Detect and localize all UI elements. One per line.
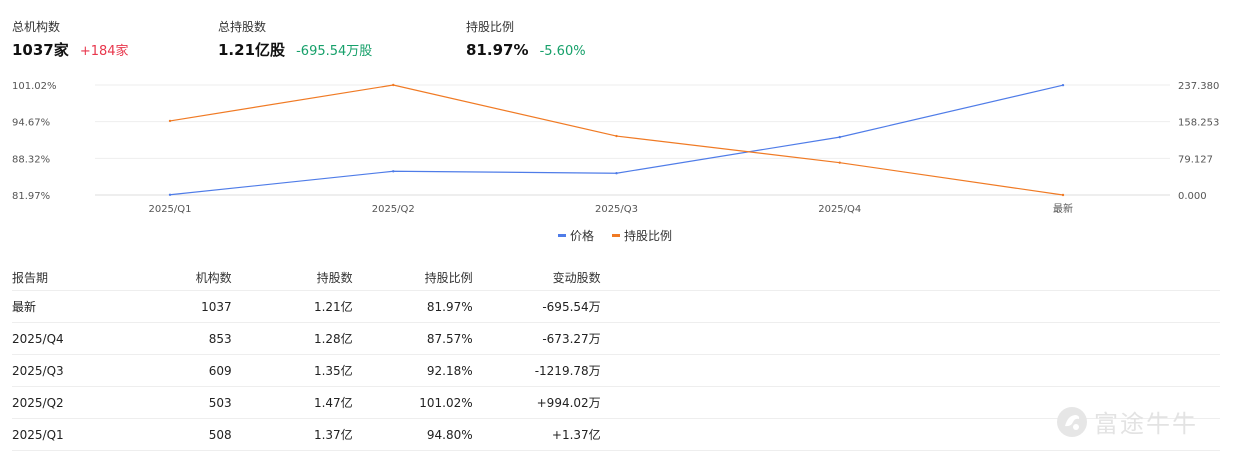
holding-ratio-point [168,119,172,123]
right-tick-label: 158.253 [1178,118,1219,129]
left-tick-label: 88.32% [12,154,50,165]
watermark: 富途牛牛 [1056,404,1198,439]
stat-delta: -695.54万股 [296,44,373,59]
holding-chart[interactable]: 101.02% 237.380 94.67% 158.253 88.32% 79.127 8… [0,70,1236,250]
cell-ratio: 81.97% [352,290,473,323]
header-change: 变动股数 [472,264,601,291]
cell-change: -695.54万 [472,290,601,323]
cell-institutions: 609 [63,354,232,387]
cell-shares: 1.28亿 [231,322,353,355]
stat-institutions: 总机构数 1037家 +184家 [12,20,129,61]
cell-shares: 1.21亿 [231,290,353,323]
legend-marker-ratio [612,234,620,237]
holding-ratio-point [615,134,618,138]
left-tick-label: 81.97% [12,191,50,202]
holding-ratio-point [838,161,841,164]
cell-institutions: 508 [63,418,232,451]
header-period: 报告期 [12,264,64,291]
stat-value: 1.21亿股 [218,41,286,59]
stat-holding-ratio: 持股比例 81.97% -5.60% [466,20,586,61]
stat-label: 总持股数 [218,20,267,34]
header-shares: 持股数 [231,264,353,291]
stat-label: 总机构数 [12,20,61,34]
price-point [168,193,172,196]
header-institutions: 机构数 [63,264,232,291]
cell-spacer [600,386,1220,419]
x-tick-label: 2025/Q2 [372,204,415,215]
right-tick-label: 0.000 [1178,191,1207,202]
cell-period: 2025/Q2 [12,386,64,419]
table-row: 2025/Q2 503 1.47亿 101.02% +994.02万 [12,386,1220,419]
cell-institutions: 503 [63,386,232,419]
cell-ratio: 94.80% [352,418,473,451]
left-tick-label: 94.67% [12,118,50,129]
stat-label: 持股比例 [466,20,515,34]
table-row: 2025/Q1 508 1.37亿 94.80% +1.37亿 [12,418,1220,451]
table-row: 2025/Q4 853 1.28亿 87.57% -673.27万 [12,322,1220,355]
table-row: 最新 1037 1.21亿 81.97% -695.54万 [12,290,1220,323]
futu-logo-icon [1057,406,1087,437]
price-point [615,172,618,175]
cell-spacer [600,322,1220,355]
stat-value: 1037家 [12,41,69,59]
cell-change: +1.37亿 [472,418,601,451]
cell-change: -1219.78万 [472,354,601,387]
legend-marker-price [558,234,566,237]
holdings-table: 报告期 机构数 持股数 持股比例 变动股数 最新 1037 1.21亿 81.97% -… [12,264,1220,451]
watermark-text: 富途牛牛 [1094,410,1198,438]
x-tick-label: 2025/Q1 [148,204,191,215]
stat-delta: +184家 [79,44,129,59]
cell-shares: 1.37亿 [231,418,353,451]
holding-ratio-line [169,84,1064,196]
left-tick-label: 101.02% [12,81,57,92]
header-ratio: 持股比例 [352,264,473,291]
x-tick-label: 最新 [1053,202,1073,215]
cell-spacer [600,418,1220,451]
cell-period: 2025/Q3 [12,354,64,387]
cell-spacer [600,354,1220,387]
table-header-row: 报告期 机构数 持股数 持股比例 变动股数 [12,264,1220,291]
cell-ratio: 101.02% [352,386,473,419]
price-point [838,135,841,139]
cell-ratio: 87.57% [352,322,473,355]
stat-value: 81.97% [466,41,529,59]
cell-spacer [600,290,1220,323]
right-tick-label: 237.380 [1178,81,1219,92]
price-point [1061,83,1065,87]
price-line [169,84,1064,196]
holding-ratio-point [1061,193,1065,197]
cell-period: 2025/Q1 [12,418,64,451]
cell-change: -673.27万 [472,322,601,355]
stat-total-shares: 总持股数 1.21亿股 -695.54万股 [218,20,372,61]
x-tick-label: 2025/Q3 [595,204,638,215]
header-spacer [600,264,1220,291]
cell-shares: 1.35亿 [231,354,353,387]
price-point [392,170,395,173]
cell-period: 最新 [12,290,64,323]
legend-label-ratio: 持股比例 [624,228,672,243]
holding-ratio-point [392,83,395,87]
cell-institutions: 853 [63,322,232,355]
x-tick-label: 2025/Q4 [818,204,861,215]
cell-period: 2025/Q4 [12,322,64,355]
right-tick-label: 79.127 [1178,154,1213,165]
cell-shares: 1.47亿 [231,386,353,419]
cell-change: +994.02万 [472,386,601,419]
stat-delta: -5.60% [539,44,586,59]
cell-institutions: 1037 [63,290,232,323]
table-row: 2025/Q3 609 1.35亿 92.18% -1219.78万 [12,354,1220,387]
cell-ratio: 92.18% [352,354,473,387]
legend-label-price: 价格 [570,228,594,243]
